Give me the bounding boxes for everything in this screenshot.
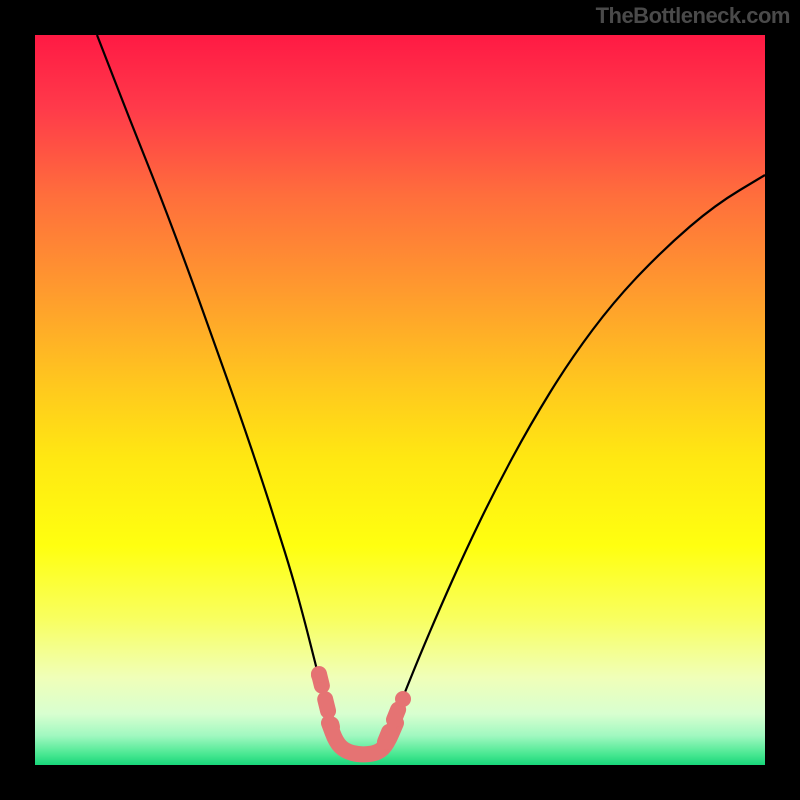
plot-gradient-background (35, 35, 765, 765)
bottleneck-chart: TheBottleneck.com (0, 0, 800, 800)
accent-end-dot-left (311, 667, 327, 683)
watermark-text: TheBottleneck.com (596, 3, 790, 29)
accent-end-dot-right (395, 691, 411, 707)
chart-svg (0, 0, 800, 800)
